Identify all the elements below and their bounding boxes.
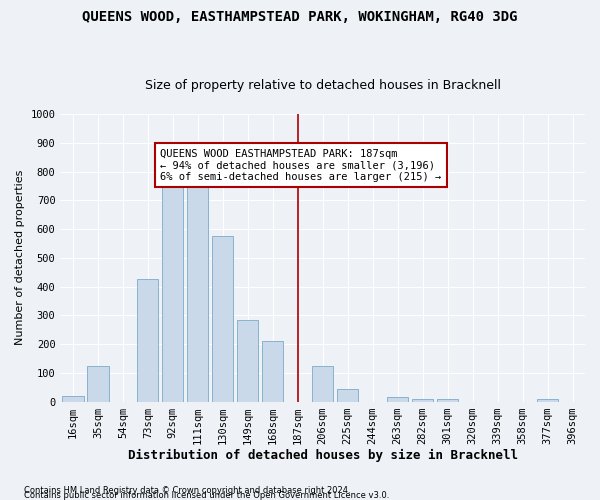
Bar <box>137 280 158 402</box>
Bar <box>87 366 109 402</box>
Bar <box>437 398 458 402</box>
Bar <box>262 341 283 402</box>
Text: QUEENS WOOD EASTHAMPSTEAD PARK: 187sqm
← 94% of detached houses are smaller (3,1: QUEENS WOOD EASTHAMPSTEAD PARK: 187sqm ←… <box>160 148 442 182</box>
Bar <box>187 172 208 402</box>
Bar <box>312 366 334 402</box>
Bar <box>537 398 558 402</box>
Bar <box>162 178 184 402</box>
Bar <box>412 398 433 402</box>
Text: Contains public sector information licensed under the Open Government Licence v3: Contains public sector information licen… <box>24 491 389 500</box>
Bar <box>62 396 83 402</box>
Text: QUEENS WOOD, EASTHAMPSTEAD PARK, WOKINGHAM, RG40 3DG: QUEENS WOOD, EASTHAMPSTEAD PARK, WOKINGH… <box>82 10 518 24</box>
Title: Size of property relative to detached houses in Bracknell: Size of property relative to detached ho… <box>145 79 501 92</box>
Bar <box>237 320 259 402</box>
Bar <box>212 236 233 402</box>
Text: Contains HM Land Registry data © Crown copyright and database right 2024.: Contains HM Land Registry data © Crown c… <box>24 486 350 495</box>
Bar <box>337 390 358 402</box>
Y-axis label: Number of detached properties: Number of detached properties <box>15 170 25 346</box>
Bar <box>387 397 408 402</box>
X-axis label: Distribution of detached houses by size in Bracknell: Distribution of detached houses by size … <box>128 450 518 462</box>
